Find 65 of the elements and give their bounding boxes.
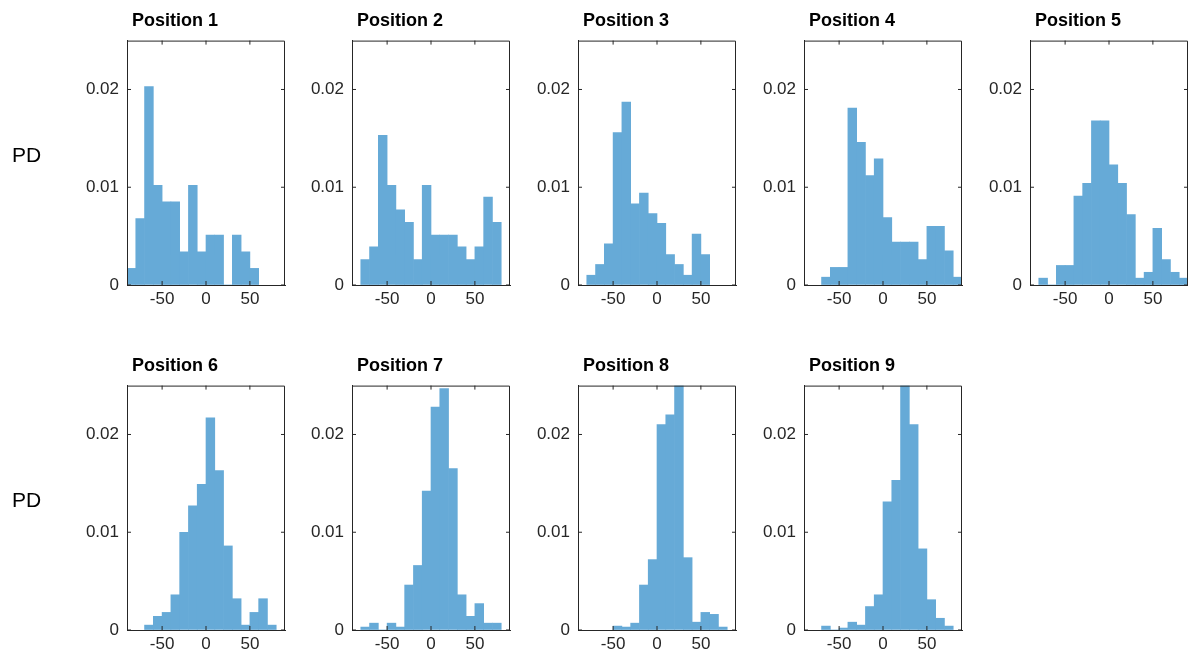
y-tick-label: 0 bbox=[786, 619, 796, 639]
x-tick-label: 50 bbox=[917, 288, 937, 308]
x-tick-label: 0 bbox=[426, 633, 436, 653]
y-tick-label: 0.02 bbox=[85, 424, 119, 444]
y-tick-label: 0 bbox=[334, 619, 344, 639]
y-tick-label: 0.01 bbox=[762, 176, 796, 196]
x-tick-label: 0 bbox=[652, 288, 662, 308]
y-tick-label: 0 bbox=[334, 274, 344, 294]
x-tick-label: 50 bbox=[917, 633, 937, 653]
chart-title: Position 9 bbox=[808, 354, 896, 375]
y-tick-label: 0.01 bbox=[762, 521, 796, 541]
chart-title: Position 7 bbox=[356, 354, 444, 375]
chart-title: Position 2 bbox=[356, 9, 444, 30]
y-tick-label: 0 bbox=[109, 619, 119, 639]
y-tick-label: 0.01 bbox=[85, 521, 119, 541]
x-tick-label: 50 bbox=[691, 633, 711, 653]
y-tick-label: 0 bbox=[560, 619, 570, 639]
x-tick-label: -50 bbox=[1052, 288, 1078, 308]
x-tick-label: 0 bbox=[201, 288, 211, 308]
x-tick-label: 0 bbox=[878, 633, 888, 653]
y-axis-title: PD bbox=[12, 487, 42, 512]
y-tick-label: 0.02 bbox=[310, 424, 344, 444]
x-tick-label: -50 bbox=[374, 633, 400, 653]
x-tick-label: -50 bbox=[600, 288, 626, 308]
x-tick-label: 0 bbox=[652, 633, 662, 653]
y-tick-label: 0.02 bbox=[762, 424, 796, 444]
chart-title: Position 3 bbox=[582, 9, 670, 30]
x-tick-label: 50 bbox=[240, 288, 260, 308]
y-tick-label: 0 bbox=[560, 274, 570, 294]
chart-title: Position 5 bbox=[1034, 9, 1122, 30]
x-tick-label: -50 bbox=[826, 288, 852, 308]
y-tick-label: 0.02 bbox=[536, 79, 570, 99]
x-tick-label: 0 bbox=[1104, 288, 1114, 308]
y-tick-label: 0.01 bbox=[536, 176, 570, 196]
y-tick-label: 0.02 bbox=[988, 79, 1022, 99]
x-tick-label: 0 bbox=[878, 288, 888, 308]
x-tick-label: 0 bbox=[426, 288, 436, 308]
x-tick-label: -50 bbox=[149, 633, 175, 653]
y-tick-label: 0.01 bbox=[85, 176, 119, 196]
y-tick-label: 0.01 bbox=[310, 521, 344, 541]
y-tick-label: 0 bbox=[786, 274, 796, 294]
x-tick-label: 50 bbox=[465, 633, 485, 653]
y-tick-label: 0.01 bbox=[988, 176, 1022, 196]
x-tick-label: 50 bbox=[691, 288, 711, 308]
x-tick-label: 50 bbox=[1143, 288, 1163, 308]
x-tick-label: -50 bbox=[600, 633, 626, 653]
chart-title: Position 8 bbox=[582, 354, 670, 375]
x-tick-label: -50 bbox=[374, 288, 400, 308]
x-tick-label: -50 bbox=[826, 633, 852, 653]
y-tick-label: 0.02 bbox=[85, 79, 119, 99]
chart-title: Position 1 bbox=[131, 9, 219, 30]
y-tick-label: 0.02 bbox=[310, 79, 344, 99]
x-tick-label: 50 bbox=[240, 633, 260, 653]
x-tick-label: -50 bbox=[149, 288, 175, 308]
x-tick-label: 0 bbox=[201, 633, 211, 653]
y-tick-label: 0.01 bbox=[536, 521, 570, 541]
chart-title: Position 4 bbox=[808, 9, 896, 30]
x-tick-label: 50 bbox=[465, 288, 485, 308]
y-tick-label: 0 bbox=[1012, 274, 1022, 294]
y-axis-title: PD bbox=[12, 142, 42, 167]
y-tick-label: 0.02 bbox=[536, 424, 570, 444]
y-tick-label: 0.02 bbox=[762, 79, 796, 99]
chart-title: Position 6 bbox=[131, 354, 219, 375]
y-tick-label: 0.01 bbox=[310, 176, 344, 196]
y-tick-label: 0 bbox=[109, 274, 119, 294]
